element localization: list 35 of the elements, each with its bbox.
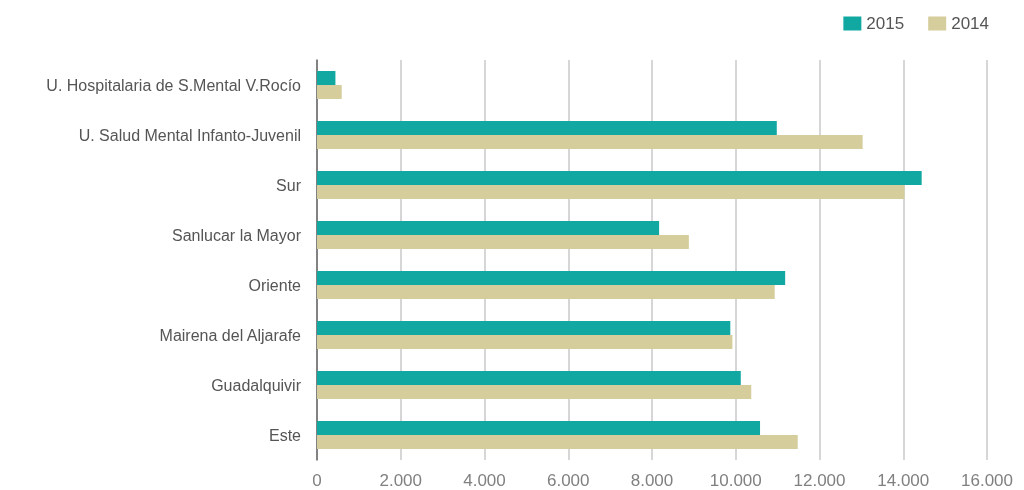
- bar: [317, 271, 786, 285]
- legend-label: 2014: [951, 14, 990, 33]
- x-tick-label: 12.000: [793, 471, 846, 490]
- y-tick-label: U. Salud Mental Infanto-Juvenil: [78, 126, 301, 144]
- x-tick-label: 2.000: [379, 471, 423, 490]
- y-tick-label: U. Hospitalaria de S.Mental V.Rocío: [46, 76, 302, 94]
- y-tick-label: Oriente: [248, 276, 302, 294]
- x-tick-label: 6.000: [546, 471, 590, 490]
- x-tick-label: 14.000: [877, 471, 930, 490]
- x-tick-label: 8.000: [630, 471, 674, 490]
- x-tick-label: 16.000: [961, 471, 1013, 490]
- y-tick-label: Sanlucar la Mayor: [172, 226, 302, 244]
- bar: [317, 221, 660, 235]
- bar: [317, 185, 905, 199]
- bar: [317, 171, 922, 185]
- bar: [317, 85, 342, 99]
- bar: [317, 371, 741, 385]
- y-tick-label: Guadalquivir: [211, 376, 302, 394]
- bar: [317, 235, 689, 249]
- bar: [317, 385, 752, 399]
- legend-label: 2015: [866, 14, 905, 33]
- bar: [317, 321, 731, 335]
- x-tick-label: 4.000: [463, 471, 506, 490]
- bar: [317, 435, 798, 449]
- bar: [317, 135, 863, 149]
- bar: [317, 421, 761, 435]
- bar: [317, 285, 775, 299]
- bar: [317, 71, 336, 85]
- bar: [317, 335, 733, 349]
- x-tick-label: 0: [312, 471, 322, 490]
- y-tick-label: Sur: [276, 176, 302, 194]
- x-tick-label: 10.000: [709, 471, 762, 490]
- bar: [317, 121, 777, 135]
- y-tick-label: Mairena del Aljarafe: [159, 326, 302, 344]
- y-tick-label: Este: [268, 426, 302, 444]
